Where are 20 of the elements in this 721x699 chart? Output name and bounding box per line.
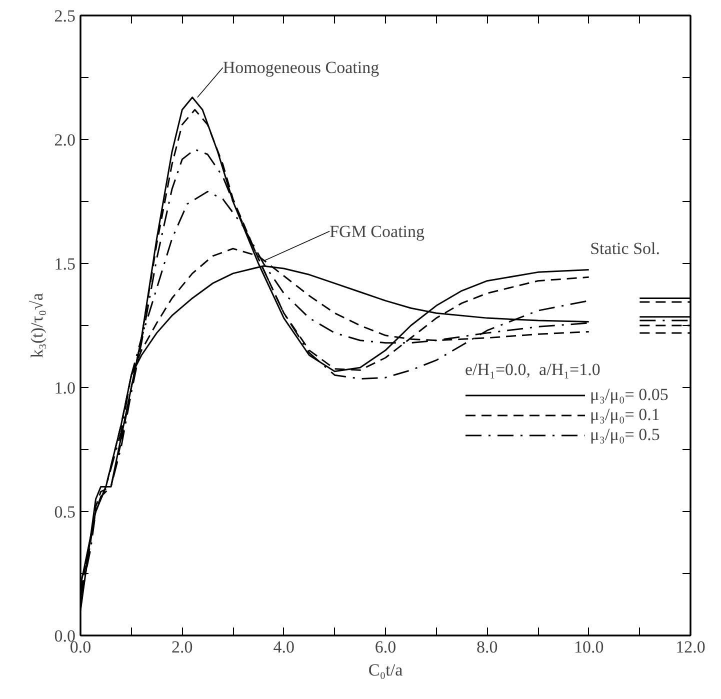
annotation: Static Sol.: [590, 239, 660, 258]
x-tick-label: 6.0: [374, 638, 396, 656]
y-tick-label: 1.0: [54, 378, 76, 398]
y-tick-label: 2.0: [54, 130, 76, 150]
y-tick-label: 0.5: [54, 502, 76, 522]
x-axis-title: C₀t/a: [368, 660, 404, 680]
legend-label: μ₃/μ₀= 0.05: [590, 385, 668, 405]
annotation: Homogeneous Coating: [222, 58, 380, 78]
x-tick-label: 4.0: [273, 638, 294, 656]
legend-title: e/H₁=0.0, a/H₁=1.0: [465, 360, 602, 380]
x-tick-label: 12.0: [676, 638, 706, 656]
text: μ₃/μ₀= 0.5: [590, 425, 660, 445]
y-axis-title: k₃(t)/τ₀√a: [27, 292, 46, 358]
y-tick-label: 2.5: [54, 6, 76, 26]
annotation: FGM Coating: [330, 222, 426, 241]
text: μ₃/μ₀= 0.1: [590, 405, 660, 425]
y-tick-label: 1.5: [54, 254, 76, 274]
x-tick-label: 8.0: [476, 638, 498, 656]
x-tick-label: 10.0: [574, 638, 604, 656]
x-tick-label: 2.0: [172, 638, 193, 656]
